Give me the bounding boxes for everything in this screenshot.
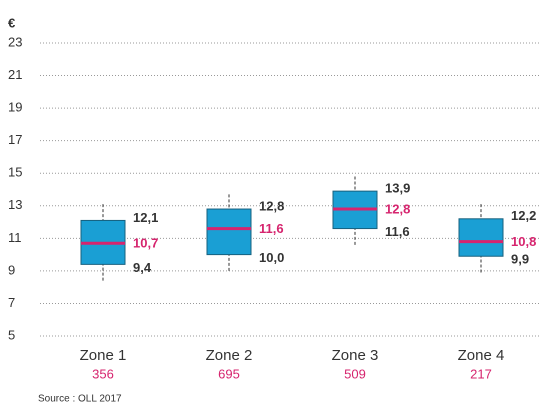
q3-label: 13,9 bbox=[385, 181, 410, 196]
count-label: 217 bbox=[470, 366, 492, 381]
x-tick-label: Zone 3 bbox=[332, 347, 379, 364]
y-tick-label: 17 bbox=[8, 132, 22, 147]
y-tick-label: 19 bbox=[8, 100, 22, 115]
x-tick-label: Zone 1 bbox=[80, 347, 127, 364]
x-tick-label: Zone 2 bbox=[206, 347, 253, 364]
y-axis-label: € bbox=[8, 15, 15, 30]
count-label: 695 bbox=[218, 366, 240, 381]
box bbox=[206, 208, 252, 256]
y-tick-label: 13 bbox=[8, 197, 22, 212]
q1-label: 10,0 bbox=[259, 250, 284, 265]
median-label: 10,7 bbox=[133, 236, 158, 251]
y-tick-label: 9 bbox=[8, 262, 15, 277]
y-tick-label: 11 bbox=[8, 230, 22, 245]
median-label: 11,6 bbox=[259, 221, 284, 236]
y-tick-label: 5 bbox=[8, 327, 15, 342]
x-tick-label: Zone 4 bbox=[458, 347, 505, 364]
q1-label: 9,4 bbox=[133, 260, 152, 275]
q1-label: 11,6 bbox=[385, 224, 410, 239]
y-tick-label: 23 bbox=[8, 34, 22, 49]
median-label: 10,8 bbox=[511, 234, 536, 249]
q3-label: 12,8 bbox=[259, 198, 284, 213]
q1-label: 9,9 bbox=[511, 252, 529, 267]
count-label: 509 bbox=[344, 366, 366, 381]
median-label: 12,8 bbox=[385, 201, 410, 216]
box bbox=[458, 218, 504, 257]
q3-label: 12,2 bbox=[511, 208, 536, 223]
y-tick-label: 15 bbox=[8, 165, 22, 180]
q3-label: 12,1 bbox=[133, 210, 158, 225]
source: Source : OLL 2017 bbox=[38, 394, 122, 405]
count-label: 356 bbox=[92, 366, 114, 381]
y-tick-label: 7 bbox=[8, 295, 15, 310]
y-tick-label: 21 bbox=[8, 67, 22, 82]
